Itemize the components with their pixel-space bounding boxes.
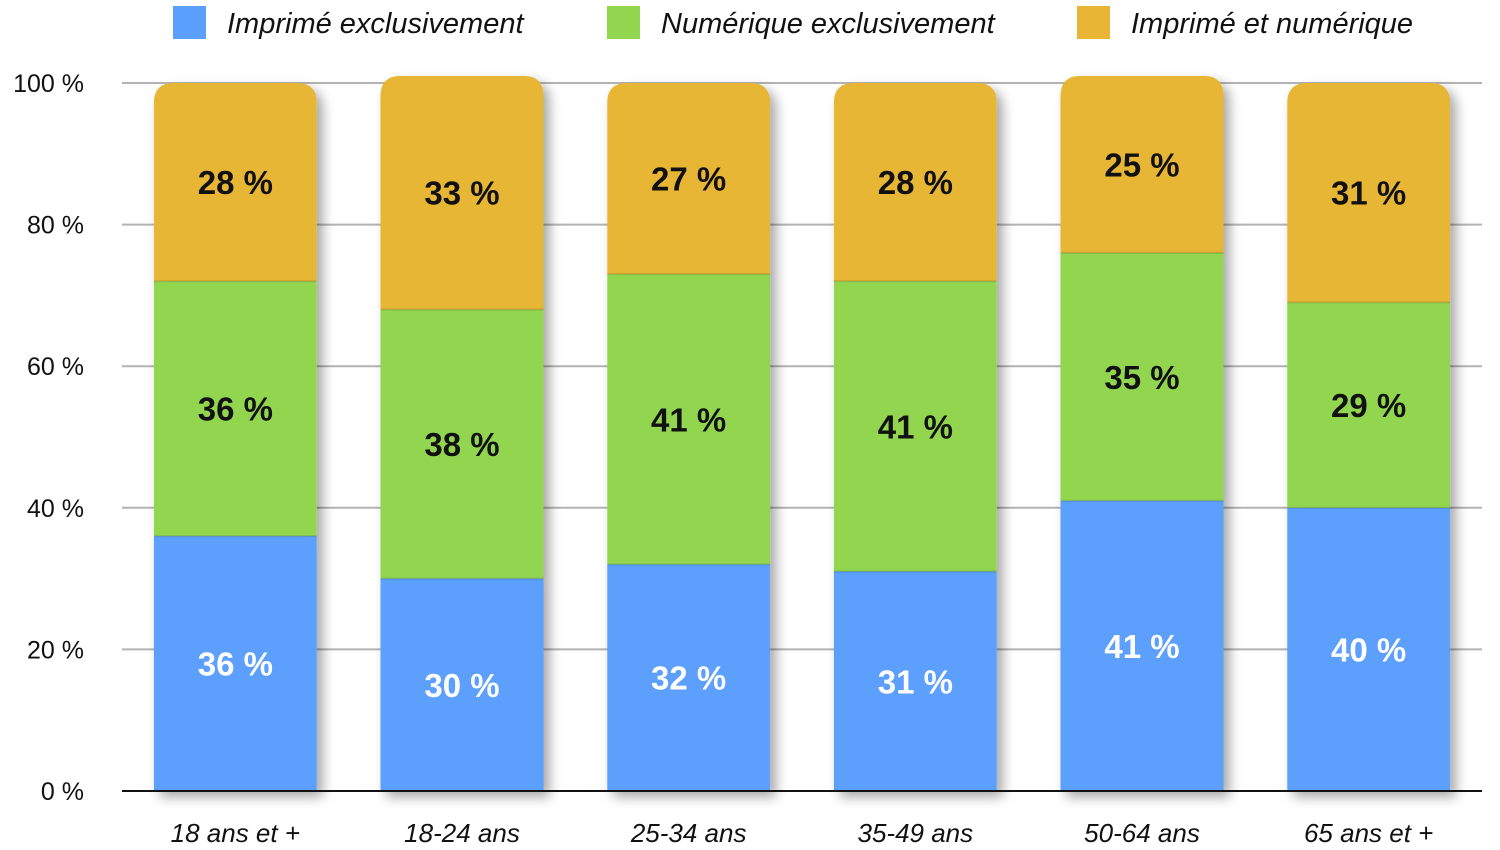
data-label: 28 % [878, 164, 953, 201]
y-axis-tick-labels: 0 % 20 % 40 % 60 % 80 % 100 % [13, 70, 84, 806]
data-label: 40 % [1331, 631, 1406, 668]
data-label: 28 % [198, 164, 273, 201]
x-tick-label: 18-24 ans [404, 818, 520, 848]
data-label: 35 % [1104, 359, 1179, 396]
bar-segment [833, 83, 997, 282]
bar-segment [1060, 252, 1224, 501]
bar-segment [607, 83, 771, 275]
gridlines [122, 82, 1482, 651]
legend-label: Imprimé et numérique [1131, 8, 1413, 40]
legend-item: Imprimé exclusivement [173, 6, 525, 40]
y-tick-label: 0 % [41, 778, 84, 806]
y-tick-label: 60 % [27, 353, 84, 381]
bar-segment [380, 75, 544, 310]
legend-item: Imprimé et numérique [1077, 6, 1413, 40]
y-tick-label: 20 % [27, 636, 84, 664]
y-tick-label: 80 % [27, 212, 84, 240]
x-axis-tick-labels: 18 ans et + 18-24 ans 25-34 ans 35-49 ans 50… [171, 818, 1434, 848]
bar-group [380, 75, 544, 791]
bar-segment [1287, 507, 1451, 791]
data-label: 36 % [198, 391, 273, 428]
legend-item: Numérique exclusivement [607, 6, 997, 40]
x-tick-label: 65 ans et + [1304, 818, 1433, 848]
data-label: 36 % [198, 646, 273, 683]
bar-segment [380, 578, 544, 791]
data-label: 27 % [651, 161, 726, 198]
legend-swatch [173, 6, 206, 39]
x-tick-label: 18 ans et + [171, 818, 300, 848]
legend-swatch [607, 6, 640, 39]
data-label: 31 % [878, 663, 953, 700]
bar-group [833, 83, 997, 791]
legend-label: Numérique exclusivement [661, 8, 997, 40]
data-label: 38 % [424, 426, 499, 463]
bar-segment [607, 274, 771, 565]
y-tick-label: 100 % [13, 70, 84, 98]
bar-segment [1287, 83, 1451, 303]
bar-segment [1287, 302, 1451, 508]
data-label: 25 % [1104, 146, 1179, 183]
bar-group [1287, 83, 1451, 791]
legend-label: Imprimé exclusivement [227, 8, 525, 40]
bar-segment [833, 571, 997, 791]
bar-segment [1060, 500, 1224, 791]
x-tick-label: 35-49 ans [858, 818, 974, 848]
x-tick-label: 25-34 ans [630, 818, 747, 848]
data-label: 32 % [651, 660, 726, 697]
stacked-bars: 36 % 36 % 28 % 30 % 38 % 33 % 32 % 41 % 27 % 31 %… [153, 75, 1451, 791]
bar-group [1060, 75, 1224, 791]
data-label: 41 % [651, 401, 726, 438]
bar-segment [153, 536, 317, 791]
y-tick-label: 40 % [27, 495, 84, 523]
data-label: 33 % [424, 175, 499, 212]
data-label: 41 % [1104, 628, 1179, 665]
data-label: 30 % [424, 667, 499, 704]
legend: Imprimé exclusivement Numérique exclusive… [173, 6, 1413, 40]
bar-segment [153, 83, 317, 282]
data-label: 31 % [1331, 175, 1406, 212]
legend-swatch [1077, 6, 1110, 39]
bar-segment [833, 281, 997, 572]
bar-segment [1060, 75, 1224, 253]
x-tick-label: 50-64 ans [1084, 818, 1200, 848]
bar-segment [380, 309, 544, 579]
bar-group [153, 83, 317, 791]
bar-segment [153, 281, 317, 537]
data-label: 29 % [1331, 387, 1406, 424]
bar-group [607, 83, 771, 791]
data-label: 41 % [878, 408, 953, 445]
bar-segment [607, 564, 771, 791]
